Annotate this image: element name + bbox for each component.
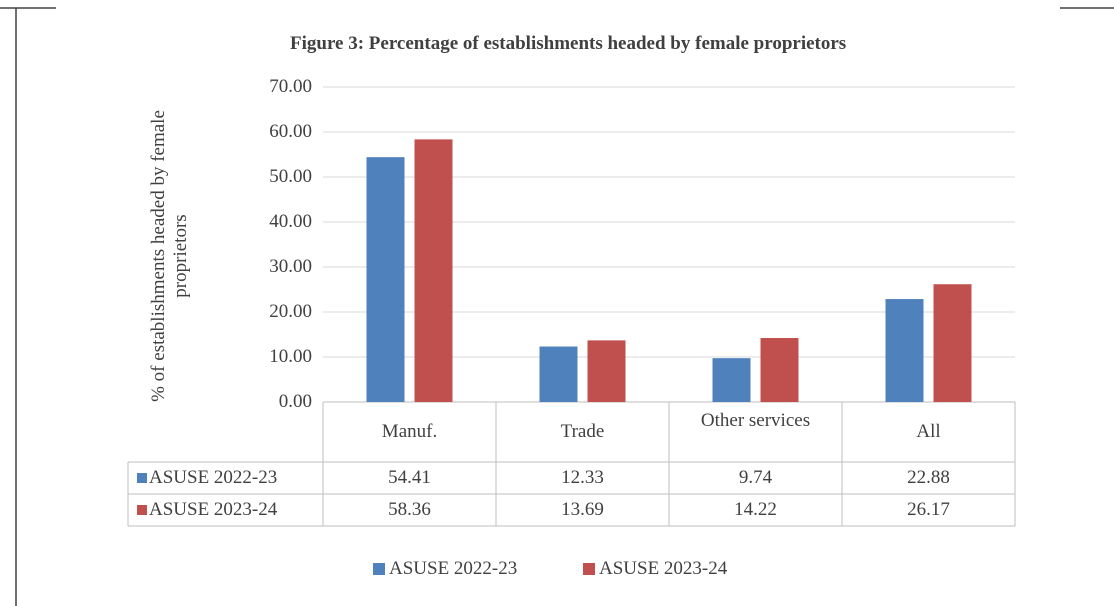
table-value: 9.74: [738, 467, 773, 488]
legend-key: [583, 563, 595, 575]
table-value: 26.17: [907, 499, 950, 520]
chart-title: Figure 3: Percentage of establishments h…: [290, 33, 847, 54]
bar: [885, 299, 924, 402]
y-tick-label: 0.00: [278, 391, 312, 412]
category-label: Trade: [560, 421, 605, 442]
legend-label: ASUSE 2023-24: [599, 558, 728, 579]
table-value: 14.22: [734, 499, 777, 520]
y-tick-label: 10.00: [269, 346, 312, 367]
table-row-label: ASUSE 2022-23: [149, 467, 278, 488]
table-value: 58.36: [388, 499, 431, 520]
y-tick-label: 50.00: [269, 166, 312, 187]
category-label: Other services: [700, 410, 811, 431]
category-label: Manuf.: [381, 421, 438, 442]
table-legend-key: [137, 473, 147, 483]
category-label: All: [916, 421, 941, 442]
bar: [366, 157, 405, 402]
bar: [539, 346, 578, 402]
legend-key: [373, 563, 385, 575]
table-value: 54.41: [388, 467, 431, 488]
table-value: 22.88: [907, 467, 950, 488]
y-tick-label: 70.00: [269, 76, 312, 97]
legend-label: ASUSE 2022-23: [389, 558, 518, 579]
y-tick-label: 40.00: [269, 211, 312, 232]
bar: [933, 284, 972, 402]
y-tick-label: 20.00: [269, 301, 312, 322]
table-row-label: ASUSE 2023-24: [149, 499, 278, 520]
table-value: 12.33: [561, 467, 604, 488]
y-tick-label: 60.00: [269, 121, 312, 142]
bar: [414, 139, 453, 402]
bar: [712, 358, 751, 402]
bar: [760, 338, 799, 402]
bar: [587, 340, 626, 402]
table-legend-key: [137, 505, 147, 515]
y-axis-label: % of establishments headed by female pro…: [148, 110, 191, 402]
y-tick-label: 30.00: [269, 256, 312, 277]
table-value: 13.69: [561, 499, 604, 520]
